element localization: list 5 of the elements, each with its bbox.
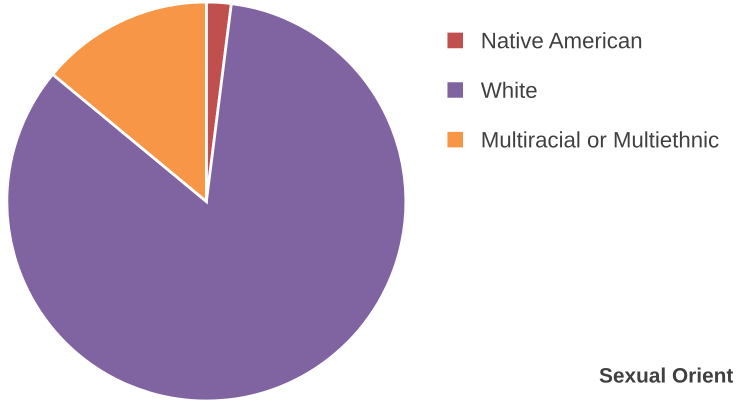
pie-slice	[5, 2, 408, 402]
legend-label: Native American	[482, 32, 642, 48]
text: Sexual Orient	[600, 367, 734, 383]
legend-label: Multiracial or Multiethnic	[482, 131, 719, 148]
legend-label: White	[480, 82, 537, 98]
